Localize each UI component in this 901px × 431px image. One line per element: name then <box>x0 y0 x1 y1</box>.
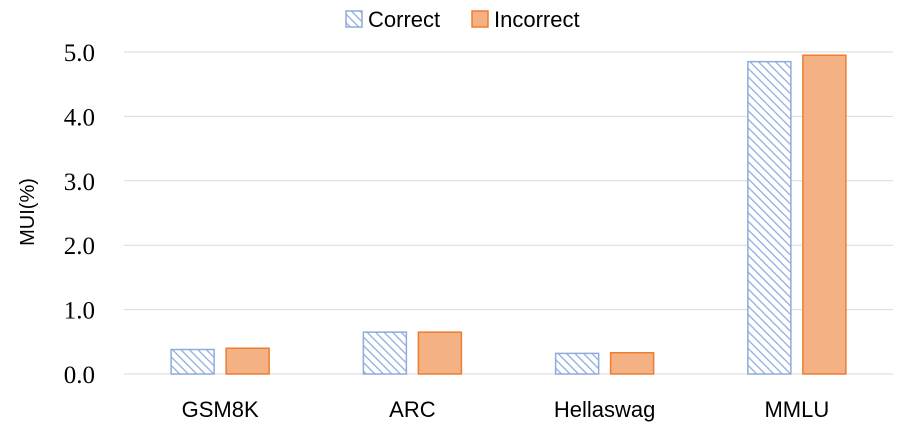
bar-incorrect-gsm8k <box>225 347 270 375</box>
y-tick-label: 0.0 <box>64 362 95 389</box>
y-tick-label: 3.0 <box>64 169 95 196</box>
x-axis-labels: GSM8K ARC Hellaswag MMLU <box>182 397 830 422</box>
legend-swatch-correct <box>345 10 363 28</box>
legend-label-incorrect: Incorrect <box>494 7 580 32</box>
bar-correct-arc <box>362 331 408 375</box>
x-category-label: GSM8K <box>182 397 259 422</box>
x-category-label: Hellaswag <box>554 397 656 422</box>
legend-label-correct: Correct <box>368 7 440 32</box>
x-category-label: ARC <box>389 397 436 422</box>
y-tick-label: 2.0 <box>64 233 95 260</box>
y-tick-label: 4.0 <box>64 104 95 131</box>
bar-correct-gsm8k <box>170 348 215 375</box>
y-tick-label: 5.0 <box>64 40 95 67</box>
bar-correct-hellaswag <box>554 352 600 375</box>
legend: Correct Incorrect <box>345 7 580 32</box>
bar-correct-mmlu <box>747 60 792 375</box>
bar-incorrect-arc <box>417 331 463 375</box>
bars <box>170 54 847 375</box>
y-tick-label: 1.0 <box>64 298 95 325</box>
bar-incorrect-mmlu <box>802 54 847 375</box>
x-category-label: MMLU <box>764 397 829 422</box>
legend-swatch-incorrect <box>471 10 489 28</box>
y-axis-title: MUI(%) <box>17 178 39 246</box>
y-axis-ticks: 0.0 1.0 2.0 3.0 4.0 5.0 <box>64 40 95 389</box>
bar-incorrect-hellaswag <box>609 351 655 375</box>
